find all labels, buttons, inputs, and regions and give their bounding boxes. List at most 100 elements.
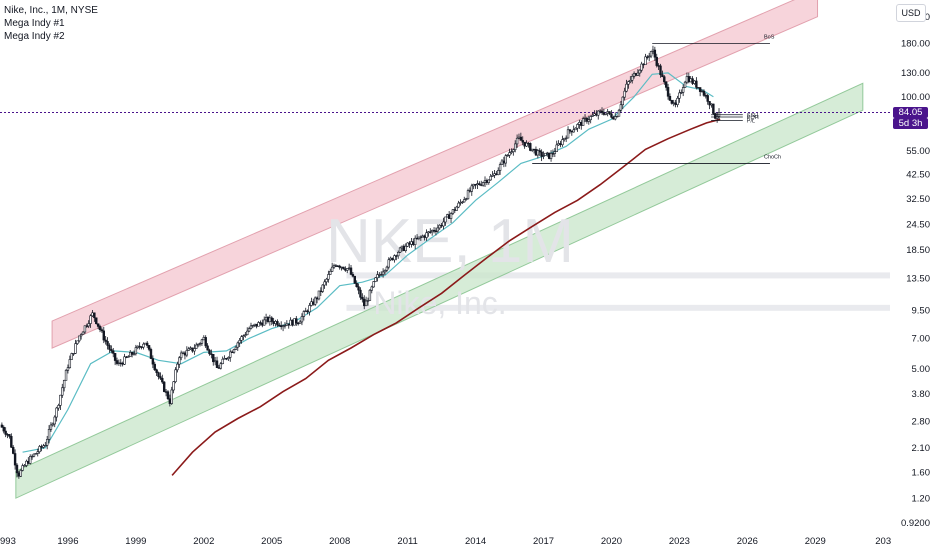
candle-body (95, 317, 98, 325)
candle-body (45, 439, 49, 446)
candle-body (464, 198, 468, 200)
candle-body (104, 339, 107, 342)
candle-body (451, 209, 455, 214)
level-label-2: SSH (747, 113, 758, 119)
candle-body (4, 430, 7, 435)
level-label-4: P/L (747, 119, 755, 125)
candle-body (385, 266, 389, 271)
candle-body (387, 259, 390, 268)
currency-button[interactable]: USD (896, 4, 926, 22)
candle-body (380, 274, 383, 276)
candle-body (2, 426, 5, 432)
candle-body (629, 79, 632, 82)
indicator-1-label[interactable]: Mega Indy #1 (4, 18, 65, 29)
candle-body (427, 231, 430, 234)
candle-body (576, 124, 579, 129)
candle-body (34, 453, 38, 455)
time-tick-label: 2002 (193, 536, 214, 547)
candle-body (564, 137, 568, 140)
candle-body (147, 345, 151, 350)
moving-average-0 (22, 72, 714, 453)
candle-body (23, 465, 26, 467)
candle-body (600, 110, 604, 113)
level-label-1: ChoCh (764, 154, 781, 160)
candle-body (570, 130, 574, 133)
candle-body (198, 343, 202, 345)
candle-body (602, 112, 606, 115)
candle-body (680, 91, 683, 94)
candle-body (468, 190, 472, 192)
candle-body (597, 110, 600, 116)
candle-body (563, 137, 566, 140)
candle-body (704, 95, 708, 97)
candle-body (204, 337, 207, 347)
candle-body (544, 152, 547, 156)
candle-body (653, 49, 657, 58)
zone-band-1 (346, 304, 891, 311)
candle-body (342, 266, 345, 270)
candle-body (649, 51, 653, 57)
candle-body (697, 87, 700, 89)
candle-body (517, 136, 521, 139)
candle-body (17, 472, 21, 477)
candle-body (389, 257, 392, 261)
candle-body (349, 267, 353, 275)
candle-body (49, 424, 53, 430)
candle-body (398, 247, 402, 253)
candle-body (519, 136, 523, 141)
candle-body (647, 55, 651, 58)
candle-body (55, 407, 58, 418)
candle-body (113, 353, 117, 361)
time-tick-label: 2008 (329, 536, 350, 547)
time-axis-background (0, 530, 932, 550)
symbol-title[interactable]: Nike, Inc., 1M, NYSE (4, 5, 98, 16)
candle-body (634, 73, 638, 76)
candle-body (121, 362, 124, 365)
candle-body (559, 143, 562, 146)
candle-body (585, 117, 589, 122)
candle-body (640, 63, 643, 71)
candle-body (581, 118, 585, 126)
candle-body (42, 445, 45, 448)
candle-body (334, 265, 338, 267)
candle-body (538, 150, 541, 153)
indicator-2-label[interactable]: Mega Indy #2 (4, 31, 65, 42)
time-tick-label: 203 (875, 536, 891, 547)
candle-body (129, 352, 132, 357)
candle-body (419, 236, 423, 239)
candle-body (25, 460, 28, 466)
candle-body (215, 360, 219, 368)
candle-body (695, 80, 698, 88)
candle-body (40, 446, 43, 448)
candle-body (312, 301, 315, 305)
candle-body (502, 160, 506, 164)
candle-body (421, 235, 424, 238)
candle-body (612, 116, 615, 120)
candle-body (151, 358, 155, 365)
candle-body (514, 143, 517, 150)
candle-body (631, 76, 634, 81)
candle-body (19, 470, 22, 477)
candle-body (668, 95, 672, 101)
candle-body (438, 224, 441, 229)
candle-body (642, 63, 645, 66)
candle-body (687, 76, 691, 83)
candle-body (625, 83, 628, 92)
candle-body (74, 343, 77, 354)
candle-body (112, 350, 115, 354)
last-price-badge: 84.05 (893, 106, 928, 118)
candle-body (208, 349, 211, 355)
candle-body (96, 323, 100, 327)
price-tick-label: 32.50 (906, 194, 930, 205)
candle-body (525, 142, 528, 147)
candle-body (636, 72, 640, 76)
price-tick-label: 24.50 (906, 220, 930, 231)
candle-body (530, 148, 534, 151)
candle-body (189, 347, 192, 350)
candle-body (142, 343, 145, 348)
candle-body (568, 129, 572, 132)
candle-body (232, 349, 236, 353)
candle-body (234, 346, 238, 350)
candle-body (714, 113, 717, 119)
